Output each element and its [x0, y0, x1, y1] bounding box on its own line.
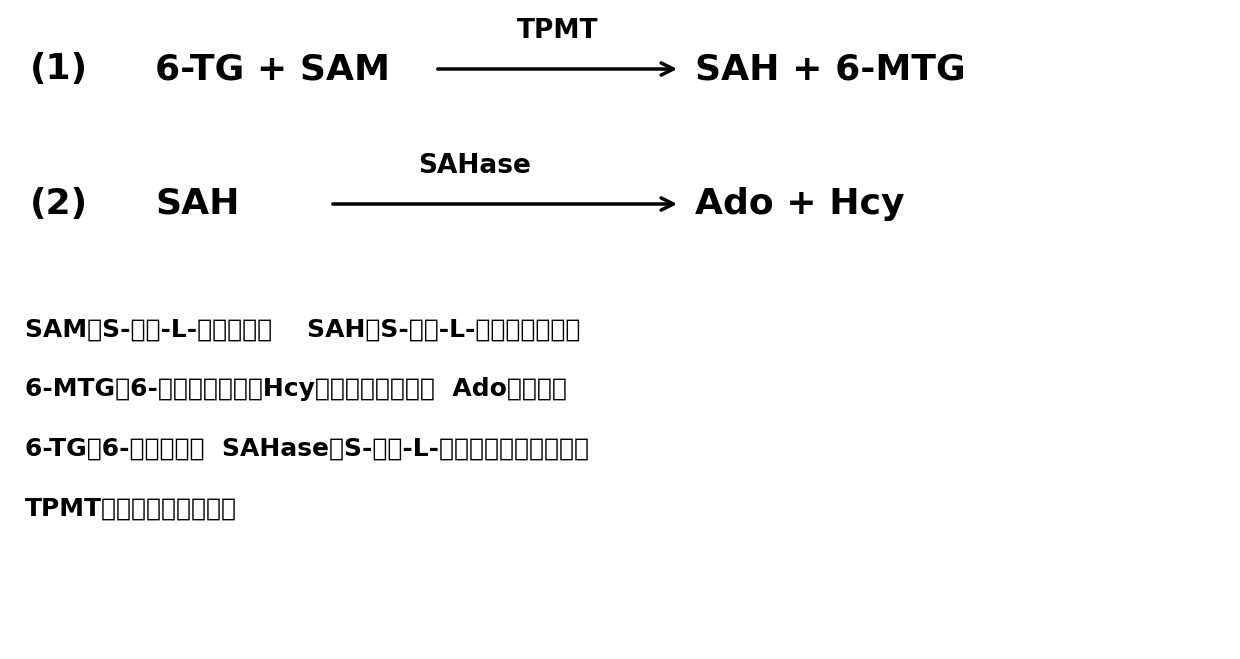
Text: 6-MTG：6-硫甲基鸟嚅咑；Hcy：同型半胱氨酸；  Ado：腺苷；: 6-MTG：6-硫甲基鸟嚅咑；Hcy：同型半胱氨酸； Ado：腺苷； — [25, 377, 567, 401]
Text: (2): (2) — [30, 187, 88, 221]
Text: 6-TG + SAM: 6-TG + SAM — [155, 52, 391, 86]
Text: TPMT: TPMT — [517, 18, 598, 44]
Text: SAH: SAH — [155, 187, 239, 221]
Text: (1): (1) — [30, 52, 88, 86]
Text: SAHase: SAHase — [419, 153, 532, 179]
Text: SAM：S-腺苷-L-甲硫氨酸；    SAH：S-腺苷-L-同型半胱氨酸；: SAM：S-腺苷-L-甲硫氨酸； SAH：S-腺苷-L-同型半胱氨酸； — [25, 318, 580, 342]
Text: 6-TG：6-硫鸟嚅咑；  SAHase：S-腺苷-L-同型半胱氨酸水解酶；: 6-TG：6-硫鸟嚅咑； SAHase：S-腺苷-L-同型半胱氨酸水解酶； — [25, 437, 589, 461]
Text: SAH + 6-MTG: SAH + 6-MTG — [694, 52, 966, 86]
Text: Ado + Hcy: Ado + Hcy — [694, 187, 904, 221]
Text: TPMT：疏嚅咑甲基转移酶: TPMT：疏嚅咑甲基转移酶 — [25, 497, 237, 521]
